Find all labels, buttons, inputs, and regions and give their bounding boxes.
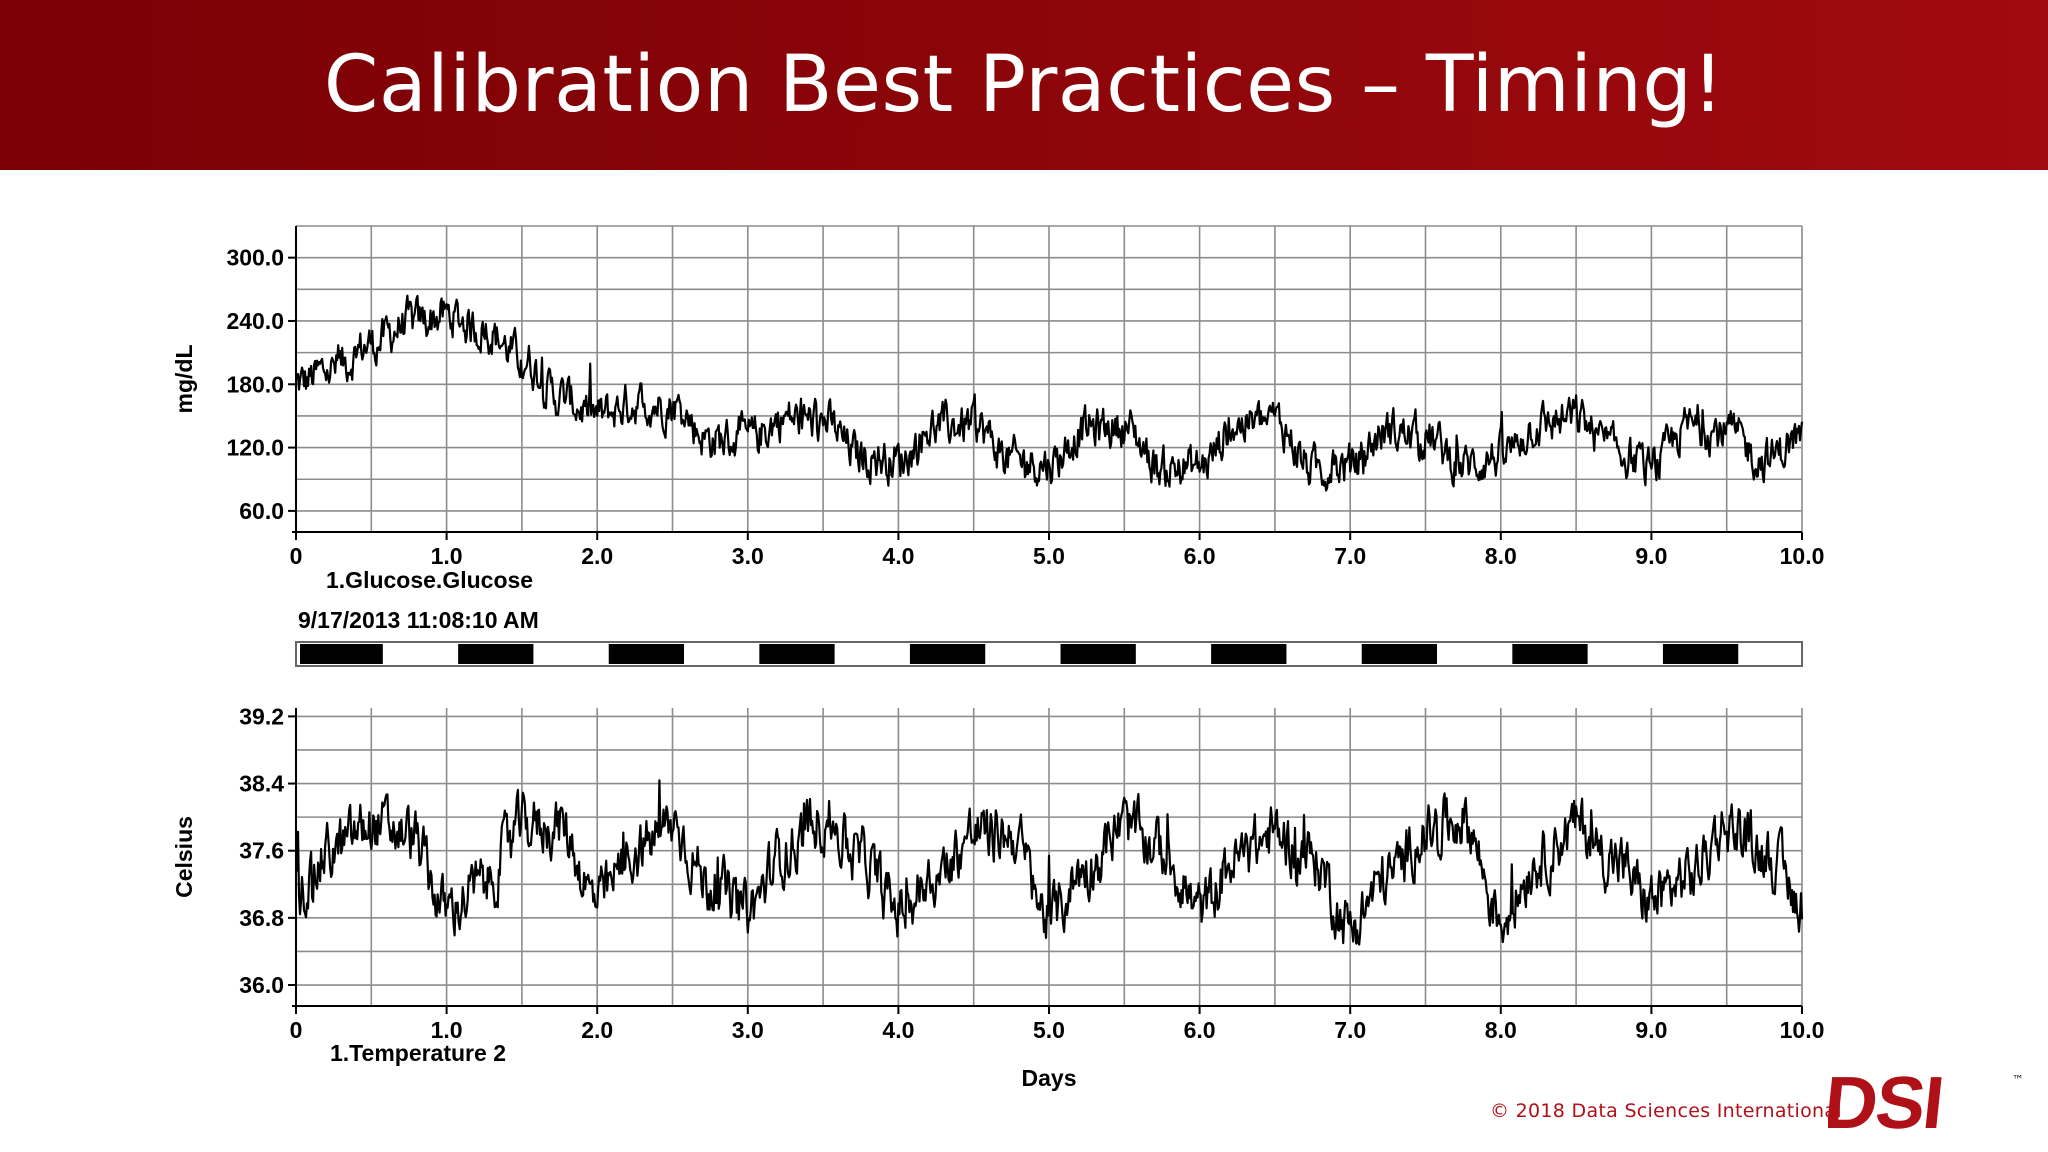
x-tick-label: 7.0 xyxy=(1334,1017,1366,1043)
y-tick-label: 36.8 xyxy=(239,905,284,931)
glucose-chart: 60.0 120.0 180.0 240.0 300.0 0 1.0 2.0 3.0 4.0 5.0… xyxy=(171,225,1825,593)
series-name-label: 1.Glucose.Glucose xyxy=(326,567,533,593)
trademark-mark: ™ xyxy=(2012,1073,2024,1087)
dark-period-segment xyxy=(1060,644,1136,664)
x-tick-label: 8.0 xyxy=(1485,1017,1517,1043)
dark-period-segment xyxy=(1211,644,1287,664)
slide-title: Calibration Best Practices – Timing! xyxy=(323,40,1725,130)
x-tick-label: 4.0 xyxy=(882,543,914,569)
y-axis-label: mg/dL xyxy=(171,345,197,414)
x-tick-label: 5.0 xyxy=(1033,543,1065,569)
dark-period-segment xyxy=(458,644,534,664)
x-tick-label: 10.0 xyxy=(1780,543,1825,569)
dark-period-segment xyxy=(759,644,835,664)
title-banner: Calibration Best Practices – Timing! xyxy=(0,0,2048,170)
data-trace xyxy=(295,294,1804,492)
x-tick-label: 9.0 xyxy=(1635,543,1667,569)
y-axis-label: Celsius xyxy=(171,816,197,898)
x-tick-label: 4.0 xyxy=(882,1017,914,1043)
y-tick-label: 300.0 xyxy=(226,245,284,271)
x-tick-label: 5.0 xyxy=(1033,1017,1065,1043)
recording-timestamp: 9/17/2013 11:08:10 AM xyxy=(298,607,539,633)
copyright-text: © 2018 Data Sciences International xyxy=(1490,1100,1842,1122)
x-tick-label: 10.0 xyxy=(1780,1017,1825,1043)
x-tick-label: 0 xyxy=(290,1017,303,1043)
dark-period-segment xyxy=(1662,644,1739,664)
y-tick-label: 180.0 xyxy=(226,371,284,397)
x-tick-label: 8.0 xyxy=(1485,543,1517,569)
series-name-label: 1.Temperature 2 xyxy=(330,1040,506,1066)
y-tick-label: 37.6 xyxy=(239,838,284,864)
y-tick-label: 120.0 xyxy=(226,435,284,461)
dark-period-segment xyxy=(1361,644,1438,664)
x-tick-label: 3.0 xyxy=(732,1017,764,1043)
x-tick-label: 6.0 xyxy=(1184,543,1216,569)
dark-period-segment xyxy=(909,644,986,664)
x-tick-label: 1.0 xyxy=(431,1017,463,1043)
x-tick-label: 7.0 xyxy=(1334,543,1366,569)
x-tick-label: 1.0 xyxy=(431,543,463,569)
y-tick-label: 36.0 xyxy=(239,972,284,998)
dark-period-segment xyxy=(1512,644,1588,664)
x-axis-label: Days xyxy=(1022,1065,1077,1091)
dsi-logo: DSI ™ xyxy=(1828,1070,2024,1134)
y-tick-label: 39.2 xyxy=(239,703,284,729)
x-tick-label: 9.0 xyxy=(1635,1017,1667,1043)
y-tick-label: 38.4 xyxy=(239,771,284,797)
data-trace xyxy=(294,779,1804,946)
x-tick-label: 2.0 xyxy=(581,543,613,569)
x-tick-label: 2.0 xyxy=(581,1017,613,1043)
x-tick-label: 6.0 xyxy=(1184,1017,1216,1043)
y-tick-label: 240.0 xyxy=(226,308,284,334)
x-tick-label: 0 xyxy=(290,543,303,569)
y-tick-label: 60.0 xyxy=(239,498,284,524)
light-dark-bar xyxy=(295,641,1803,667)
temperature-chart: 36.0 36.8 37.6 38.4 39.2 0 1.0 2.0 3.0 4.0 5.0 6.0 7… xyxy=(171,703,1824,1091)
dark-period-segment xyxy=(300,644,383,664)
dsi-logo-text: DSI xyxy=(1828,1070,1946,1134)
x-tick-label: 3.0 xyxy=(732,543,764,569)
dark-period-segment xyxy=(608,644,685,664)
